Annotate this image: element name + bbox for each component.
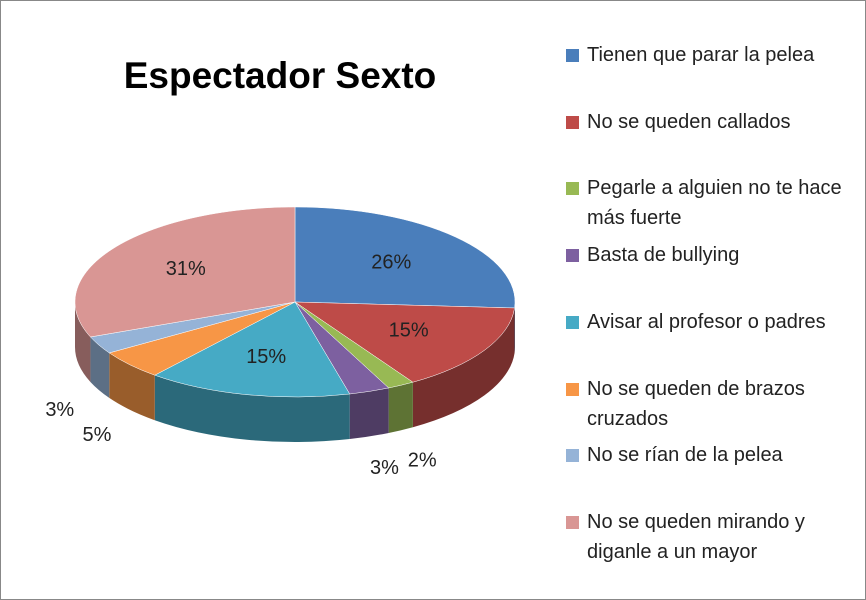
legend-swatch [566,315,579,329]
slice [294,301,515,383]
data-label: 31% [166,258,206,280]
slice-side [388,382,413,433]
legend-label: Avisar al profesor o padres [587,310,826,333]
data-label: 2% [408,449,437,471]
slice [74,206,296,338]
slice [294,206,516,309]
chart-title: Espectador Sexto [123,55,437,96]
legend-swatch [566,182,579,196]
legend-label: Tienen que parar la pelea [587,44,815,66]
slice-side [412,307,515,428]
data-label: 3% [370,457,399,479]
slice-side [75,302,91,382]
slice-side [109,352,155,421]
legend-swatch [566,515,579,529]
legend-label: No se rían de la pelea [587,444,783,467]
legend-swatch [566,49,579,62]
legend-swatch [566,115,579,129]
legend-label: No se queden mirando y diganle a un mayo… [587,510,805,563]
data-label: 15% [389,319,429,341]
slice-side [154,375,350,442]
legend-swatch [566,382,579,396]
data-label: 3% [45,399,74,421]
slice-side [349,387,389,440]
legend-swatch [566,249,579,263]
data-label: 15% [246,346,286,368]
legend-swatch [566,449,579,463]
legend-label: Basta de bullying [587,244,740,267]
data-label: 26% [371,251,411,273]
data-label: 5% [83,424,112,446]
slice [154,301,351,398]
legend-label: Pegarle a alguien no te hace más fuerte [587,177,842,230]
legend-label: No se queden de brazos cruzados [587,377,805,430]
legend-label: No se queden callados [587,110,791,133]
slice-side [90,336,110,398]
